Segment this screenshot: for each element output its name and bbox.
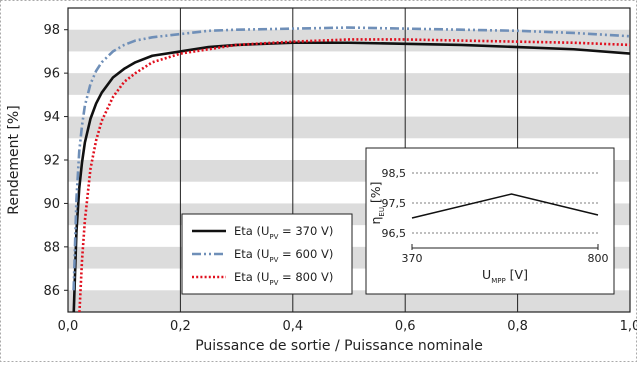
y-tick-label: 96 bbox=[43, 67, 60, 82]
inset-y-tick-label: 96,5 bbox=[382, 227, 407, 240]
series-line-2 bbox=[72, 26, 630, 291]
legend: Eta (UPV = 370 V)Eta (UPV = 600 V)Eta (U… bbox=[181, 213, 353, 295]
series-line-3 bbox=[78, 38, 630, 312]
y-axis-title: Rendement [%] bbox=[6, 105, 22, 214]
y-tick-label: 86 bbox=[43, 284, 60, 299]
inset-series-line bbox=[411, 193, 599, 219]
x-tick-label: 0,6 bbox=[395, 319, 416, 334]
legend-label-rest: = 370 V) bbox=[278, 224, 333, 238]
legend-label-sub: PV bbox=[269, 279, 278, 287]
legend-label-1: Eta (UPV = 370 V) bbox=[234, 224, 333, 241]
legend-label-rest: = 600 V) bbox=[278, 247, 333, 261]
x-tick-label: 0,2 bbox=[170, 319, 191, 334]
inset-y-tick-label: 98,5 bbox=[382, 167, 407, 180]
inset-box bbox=[365, 147, 615, 295]
series-lines bbox=[72, 26, 630, 312]
x-tick-label: 0,0 bbox=[58, 319, 79, 334]
y-tick-label: 88 bbox=[43, 240, 60, 255]
inset-y-tick-label: 97,5 bbox=[382, 197, 407, 210]
legend-label-main: Eta (U bbox=[234, 247, 269, 261]
inset-x-tick-label: 370 bbox=[402, 252, 423, 265]
inset-chart: 96,5 97,5 98,5 370 800 UMPP [V] ηEU [%] bbox=[365, 147, 615, 295]
x-tick-label: 1,0 bbox=[620, 319, 637, 334]
inset-x-tick-label: 800 bbox=[588, 252, 609, 265]
legend-label-main: Eta (U bbox=[234, 270, 269, 284]
y-tick-label: 94 bbox=[43, 110, 60, 125]
legend-label-sub: PV bbox=[269, 256, 278, 264]
grey-band bbox=[68, 290, 630, 312]
y-tick-label: 92 bbox=[43, 154, 60, 169]
x-axis-title: Puissance de sortie / Puissance nominale bbox=[195, 338, 483, 354]
grey-band bbox=[68, 73, 630, 95]
inset-x-axis-title: UMPP [V] bbox=[482, 267, 528, 285]
y-tick-label: 90 bbox=[43, 197, 60, 212]
x-tick-label: 0,4 bbox=[282, 319, 303, 334]
grey-band bbox=[68, 116, 630, 139]
x-tick-label: 0,8 bbox=[507, 319, 528, 334]
inset-y-axis-title: ηEU [%] bbox=[368, 181, 386, 224]
legend-label-3: Eta (UPV = 800 V) bbox=[234, 270, 333, 287]
legend-label-sub: PV bbox=[269, 233, 278, 241]
legend-label-2: Eta (UPV = 600 V) bbox=[234, 247, 333, 264]
legend-label-rest: = 800 V) bbox=[278, 270, 333, 284]
legend-label-main: Eta (U bbox=[234, 224, 269, 238]
y-tick-label: 98 bbox=[43, 23, 60, 38]
series-line-1 bbox=[72, 41, 630, 312]
